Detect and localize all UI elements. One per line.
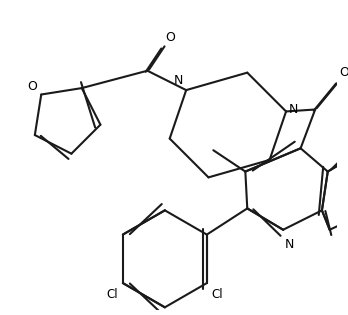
Text: N: N: [174, 74, 183, 87]
Text: O: O: [165, 31, 175, 43]
Text: O: O: [27, 80, 37, 93]
Text: N: N: [289, 103, 298, 116]
Text: Cl: Cl: [212, 288, 223, 301]
Text: N: N: [285, 238, 294, 250]
Text: O: O: [339, 66, 348, 79]
Text: Cl: Cl: [106, 288, 118, 301]
